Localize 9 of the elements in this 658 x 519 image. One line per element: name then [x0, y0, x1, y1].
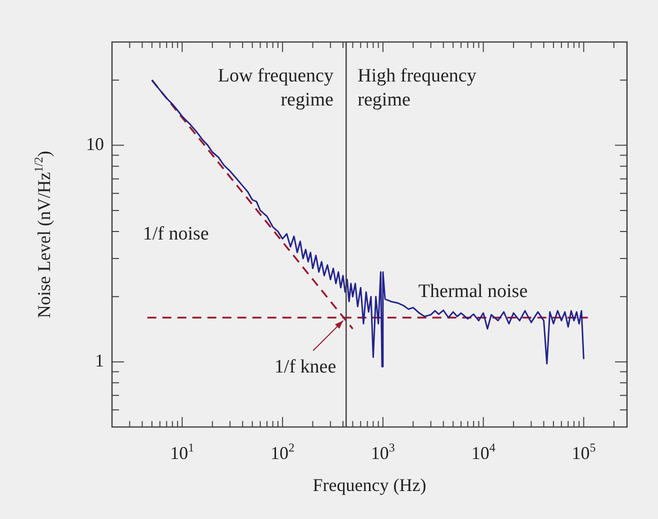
y-tick-label: 10	[86, 134, 104, 154]
y-axis-title: Noise Level (nV/Hz1/2)	[31, 150, 54, 318]
annotation: High frequency regime	[358, 66, 477, 111]
annotation: Low frequency regime	[218, 66, 334, 111]
annotation: Thermal noise	[418, 281, 528, 302]
y-tick-label: 1	[95, 350, 104, 371]
annotation: 1/f noise	[142, 223, 209, 244]
x-axis-title: Frequency (Hz)	[312, 475, 426, 495]
annotation: 1/f knee	[274, 356, 336, 378]
